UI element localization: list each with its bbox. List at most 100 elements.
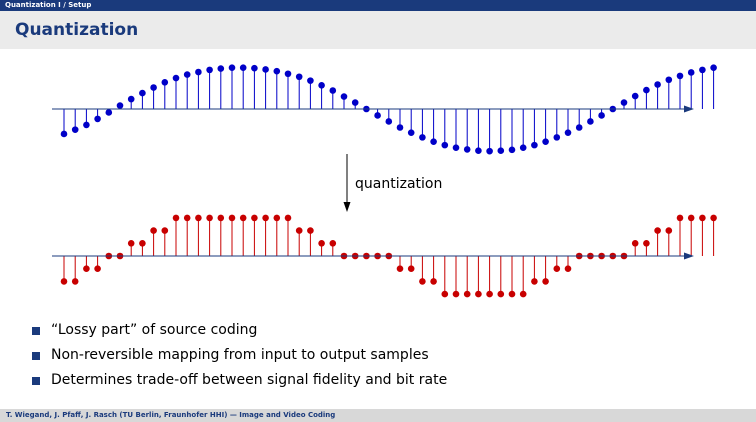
quantized-sample-dot — [150, 227, 157, 234]
quantized-sample-dot — [531, 278, 538, 285]
quantized-sample-dot — [464, 291, 471, 298]
original-sample-dot — [632, 93, 639, 100]
original-sample-dot — [475, 147, 482, 154]
original-sample-dot — [453, 144, 460, 151]
quantization-arrow-head — [344, 202, 351, 212]
quantized-sample-dot — [565, 265, 572, 272]
original-sample-dot — [654, 81, 661, 88]
original-sample-dot — [397, 124, 404, 131]
original-sample-dot — [576, 124, 583, 131]
original-sample-dot — [699, 67, 706, 74]
original-sample-dot — [498, 147, 505, 154]
quantization-diagram: quantization — [0, 49, 756, 314]
original-sample-dot — [117, 102, 124, 109]
original-sample-dot — [408, 129, 415, 136]
bullet-square-icon — [32, 377, 40, 385]
original-sample-dot — [240, 64, 247, 71]
quantized-sample-dot — [128, 240, 135, 247]
bullet-item: “Lossy part” of source coding — [32, 318, 447, 343]
quantized-sample-dot — [498, 291, 505, 298]
quantized-sample-dot — [475, 291, 482, 298]
original-sample-dot — [587, 118, 594, 125]
quantized-sample-dot — [430, 278, 437, 285]
quantized-sample-dot — [643, 240, 650, 247]
quantized-sample-dot — [666, 227, 673, 234]
quantized-sample-dot — [654, 227, 661, 234]
original-sample-dot — [419, 134, 426, 141]
bullet-text: Non-reversible mapping from input to out… — [51, 343, 429, 368]
quantized-sample-dot — [408, 265, 415, 272]
original-sample-dot — [666, 76, 673, 83]
quantization-arrow-label: quantization — [355, 176, 442, 192]
original-sample-dot — [318, 82, 325, 89]
quantized-sample-dot — [139, 240, 146, 247]
original-sample-dot — [274, 68, 281, 75]
quantized-sample-dot — [195, 215, 202, 222]
original-sample-dot — [218, 65, 225, 72]
quantized-sample-dot — [542, 278, 549, 285]
quantized-sample-dot — [262, 215, 269, 222]
original-sample-dot — [442, 142, 449, 149]
quantized-sample-dot — [677, 215, 684, 222]
quantized-sample-dot — [318, 240, 325, 247]
original-sample-dot — [643, 87, 650, 94]
footer: T. Wiegand, J. Pfaff, J. Rasch (TU Berli… — [0, 409, 756, 422]
original-sample-dot — [330, 87, 337, 94]
quantized-sample-dot — [632, 240, 639, 247]
quantized-sample-dot — [509, 291, 516, 298]
slide-title: Quantization — [15, 20, 138, 40]
original-sample-dot — [139, 90, 146, 97]
quantized-sample-dot — [453, 291, 460, 298]
quantized-sample-dot — [330, 240, 337, 247]
quantized-sample-dot — [419, 278, 426, 285]
bullet-square-icon — [32, 327, 40, 335]
original-sample-dot — [520, 144, 527, 151]
quantized-sample-dot — [206, 215, 213, 222]
original-sample-dot — [61, 131, 68, 138]
quantized-sample-dot — [61, 278, 68, 285]
original-sample-dot — [352, 99, 359, 106]
quantized-sample-dot — [397, 265, 404, 272]
original-axis-arrowhead — [684, 106, 694, 113]
quantized-sample-dot — [486, 291, 493, 298]
original-sample-dot — [677, 73, 684, 80]
original-sample-dot — [307, 77, 314, 84]
original-sample-dot — [173, 75, 180, 82]
quantized-sample-dot — [72, 278, 79, 285]
bullet-text: “Lossy part” of source coding — [51, 318, 257, 343]
original-sample-dot — [374, 112, 381, 119]
bullet-item: Non-reversible mapping from input to out… — [32, 343, 447, 368]
quantized-sample-dot — [274, 215, 281, 222]
original-sample-dot — [621, 99, 628, 106]
quantized-sample-dot — [710, 215, 717, 222]
original-sample-dot — [386, 118, 393, 125]
original-sample-dot — [486, 148, 493, 155]
bullet-list: “Lossy part” of source coding Non-revers… — [32, 318, 447, 393]
original-sample-dot — [106, 109, 113, 116]
bullet-text: Determines trade-off between signal fide… — [51, 368, 447, 393]
original-sample-dot — [262, 66, 269, 73]
bullet-item: Determines trade-off between signal fide… — [32, 368, 447, 393]
original-sample-dot — [341, 93, 348, 100]
quantized-sample-dot — [229, 215, 236, 222]
quantized-sample-dot — [83, 265, 90, 272]
original-sample-dot — [542, 138, 549, 145]
quantized-sample-dot — [94, 265, 101, 272]
original-sample-dot — [509, 147, 516, 154]
original-sample-dot — [464, 146, 471, 153]
original-sample-dot — [565, 129, 572, 136]
original-sample-dot — [554, 134, 561, 141]
quantized-sample-dot — [307, 227, 314, 234]
original-sample-dot — [229, 64, 236, 71]
quantized-sample-dot — [218, 215, 225, 222]
quantized-sample-dot — [699, 215, 706, 222]
original-sample-dot — [184, 71, 191, 78]
quantized-sample-dot — [173, 215, 180, 222]
original-sample-dot — [531, 142, 538, 149]
original-sample-dot — [710, 64, 717, 71]
breadcrumb: Quantization I / Setup — [0, 0, 756, 11]
original-sample-dot — [688, 69, 695, 76]
quantized-sample-dot — [442, 291, 449, 298]
quantized-sample-dot — [554, 265, 561, 272]
original-sample-dot — [72, 126, 79, 133]
